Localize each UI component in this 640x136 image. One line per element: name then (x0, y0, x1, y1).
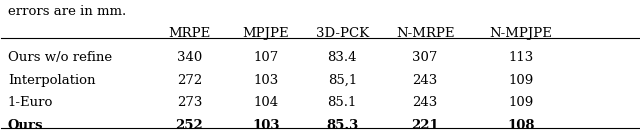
Text: 243: 243 (413, 74, 438, 87)
Text: 340: 340 (177, 51, 202, 64)
Text: 107: 107 (253, 51, 278, 64)
Text: Ours: Ours (8, 119, 44, 132)
Text: 109: 109 (508, 96, 533, 109)
Text: 1-Euro: 1-Euro (8, 96, 53, 109)
Text: 108: 108 (507, 119, 534, 132)
Text: 85.3: 85.3 (326, 119, 358, 132)
Text: 3D-PCK: 3D-PCK (316, 27, 369, 40)
Text: 85,1: 85,1 (328, 74, 357, 87)
Text: 221: 221 (412, 119, 439, 132)
Text: 104: 104 (253, 96, 278, 109)
Text: errors are in mm.: errors are in mm. (8, 5, 126, 18)
Text: 307: 307 (412, 51, 438, 64)
Text: MRPE: MRPE (168, 27, 211, 40)
Text: MPJPE: MPJPE (243, 27, 289, 40)
Text: Ours w/o refine: Ours w/o refine (8, 51, 112, 64)
Text: 103: 103 (252, 119, 280, 132)
Text: Interpolation: Interpolation (8, 74, 95, 87)
Text: 109: 109 (508, 74, 533, 87)
Text: 85.1: 85.1 (328, 96, 357, 109)
Text: 272: 272 (177, 74, 202, 87)
Text: 273: 273 (177, 96, 202, 109)
Text: N-MPJPE: N-MPJPE (490, 27, 552, 40)
Text: 243: 243 (413, 96, 438, 109)
Text: 103: 103 (253, 74, 278, 87)
Text: 83.4: 83.4 (328, 51, 357, 64)
Text: N-MRPE: N-MRPE (396, 27, 454, 40)
Text: 113: 113 (508, 51, 533, 64)
Text: 252: 252 (175, 119, 204, 132)
